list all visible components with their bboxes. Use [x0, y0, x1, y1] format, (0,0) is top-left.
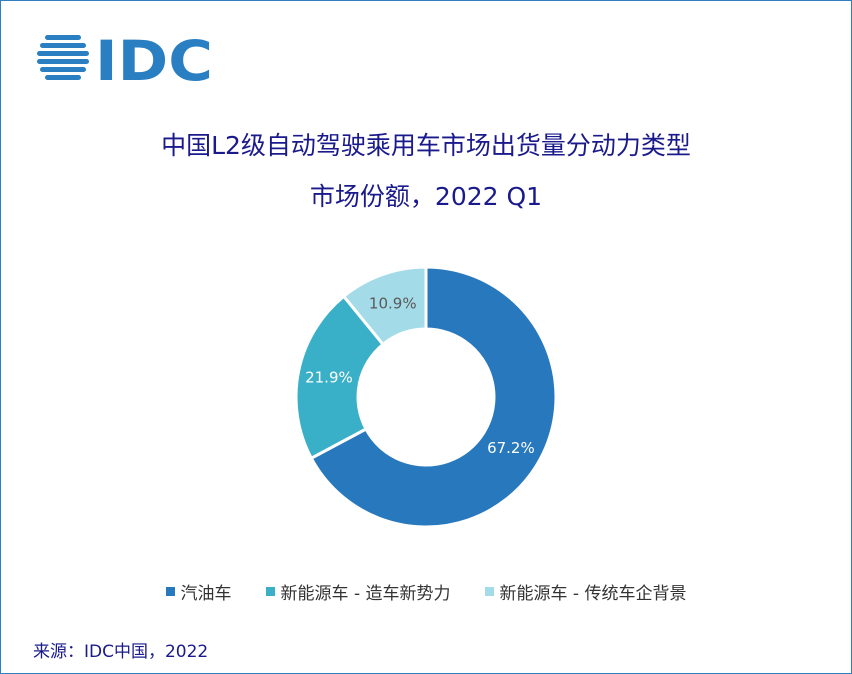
donut-slice: [341, 265, 428, 347]
chart-title-line1: 中国L2级自动驾驶乘用车市场出货量分动力类型: [161, 131, 691, 160]
idc-logo: IDC: [37, 29, 213, 85]
legend-item: 新能源车 - 造车新势力: [265, 579, 451, 604]
slice-data-label: 10.9%: [369, 295, 417, 313]
legend-label: 新能源车 - 造车新势力: [280, 584, 451, 604]
chart-legend: 汽油车 新能源车 - 造车新势力 新能源车 - 传统车企背景: [1, 579, 851, 604]
slice-data-label: 21.9%: [305, 369, 353, 387]
slice-data-label: 67.2%: [487, 439, 535, 457]
legend-item: 汽油车: [165, 579, 232, 604]
source-note: 来源：IDC中国，2022: [33, 642, 209, 662]
donut-slice: [294, 294, 386, 461]
legend-item: 新能源车 - 传统车企背景: [484, 579, 687, 604]
legend-swatch: [484, 587, 494, 596]
legend-label: 新能源车 - 传统车企背景: [499, 584, 687, 604]
legend-swatch: [265, 587, 275, 596]
legend-swatch: [165, 587, 175, 596]
legend-label: 汽油车: [180, 584, 232, 604]
svg-text:IDC: IDC: [95, 29, 213, 85]
chart-title-line2: 市场份额，2022 Q1: [309, 182, 543, 211]
donut-slice: [309, 265, 558, 529]
